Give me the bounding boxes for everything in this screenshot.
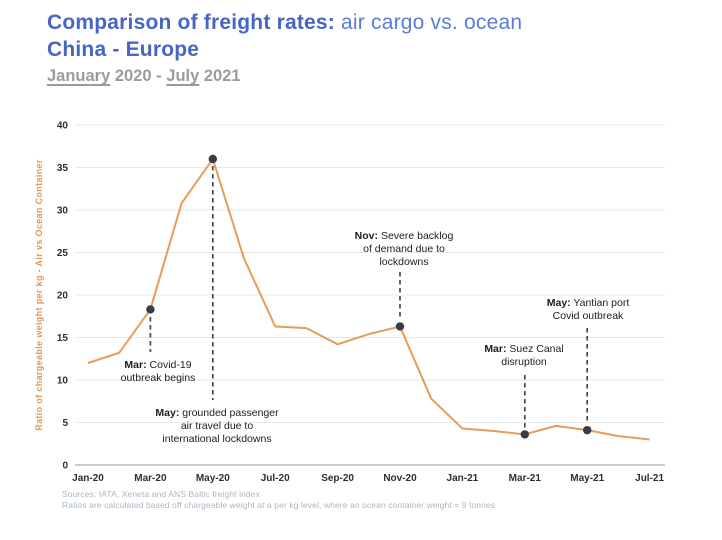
y-tick-label: 25	[57, 248, 69, 259]
source-note: Sources: IATA, Xeneta and ANS Baltic fre…	[62, 489, 260, 499]
header: Comparison of freight rates: air cargo v…	[47, 9, 522, 87]
data-point-marker	[583, 425, 592, 435]
subtitle: January 2020 - July 2021	[47, 66, 522, 87]
y-tick-label: 30	[57, 206, 69, 217]
x-tick-label: May-21	[570, 473, 604, 484]
page-title: Comparison of freight rates: air cargo v…	[47, 9, 522, 36]
method-note: Ratios are calculated based off chargeab…	[62, 500, 496, 510]
data-point-marker	[520, 430, 529, 439]
subtitle-year-end: 2021	[199, 67, 241, 85]
x-tick-label: Mar-21	[509, 473, 542, 484]
y-tick-label: 5	[62, 418, 68, 429]
x-tick-label: Jan-20	[72, 473, 104, 484]
page-title-line2: China - Europe	[47, 38, 200, 61]
title-regular-segment: air cargo vs. ocean	[341, 11, 523, 34]
line-chart-svg: 0 5 10 15 20 25 30 35 40 Jan-20 Mar-20 May-20 Jul-20…	[34, 121, 665, 484]
y-tick-label: 10	[57, 376, 69, 387]
subtitle-month-start: January	[47, 67, 111, 85]
data-point-marker	[208, 154, 217, 164]
x-tick-label: Jul-21	[635, 473, 664, 484]
y-tick-label: 15	[57, 333, 69, 344]
subtitle-month-end: July	[166, 67, 200, 85]
y-axis-title: Ratio of chargeable weight per kg - Air …	[34, 159, 44, 431]
y-tick-label: 20	[57, 291, 69, 302]
freight-ratio-line	[87, 158, 650, 441]
footnote: Sources: IATA, Xeneta and ANS Baltic fre…	[62, 489, 495, 511]
title-bold-segment: Comparison of freight rates:	[47, 11, 335, 34]
y-tick-label: 40	[57, 121, 69, 132]
y-tick-label: 0	[62, 461, 68, 472]
x-tick-label: Jul-20	[261, 473, 290, 484]
chart: 0 5 10 15 20 25 30 35 40 Jan-20 Mar-20 May-20 Jul-20…	[30, 118, 700, 503]
x-tick-label: Sep-20	[321, 473, 354, 484]
y-tick-label: 35	[57, 163, 69, 174]
x-tick-label: May-20	[196, 473, 230, 484]
subtitle-year-start: 2020 -	[110, 67, 167, 85]
x-tick-label: Mar-20	[134, 473, 167, 484]
data-point-marker	[146, 305, 155, 314]
data-point-marker	[395, 322, 405, 331]
x-tick-label: Nov-20	[383, 473, 417, 484]
x-tick-label: Jan-21	[447, 473, 479, 484]
